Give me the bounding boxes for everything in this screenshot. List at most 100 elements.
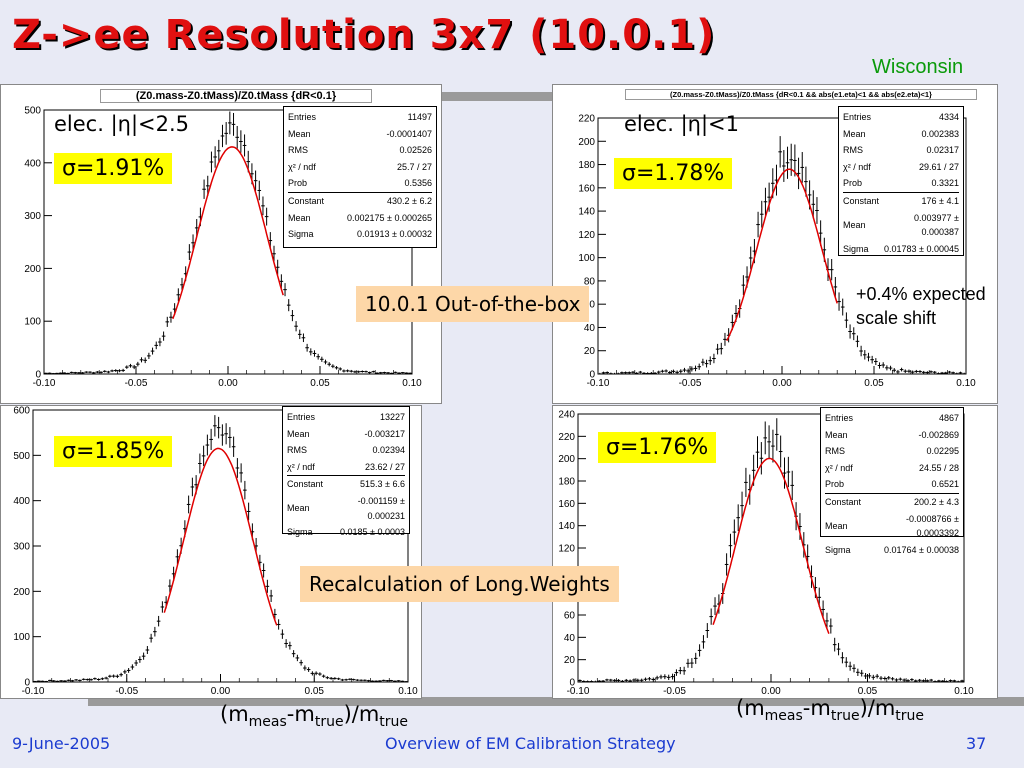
- stats-value: -0.0008766 ± 0.0003392: [906, 513, 959, 539]
- stats-box-bottom-right: Entries 4867 Mean -0.002869 RMS 0.02295 χ² / n…: [820, 407, 964, 555]
- x-tick-label: -0.10: [587, 378, 610, 389]
- stats-key: Entries: [288, 112, 317, 122]
- y-tick-label: 0: [569, 678, 575, 689]
- y-tick-label: 200: [13, 587, 30, 598]
- cut-label-top-right: elec. |η|<1: [624, 112, 739, 136]
- y-tick-label: 180: [578, 160, 595, 171]
- y-tick-label: 220: [558, 432, 575, 443]
- x-tick-label: -0.10: [22, 686, 45, 697]
- stats-key: Mean: [288, 128, 311, 139]
- stats-key: Mean: [287, 428, 310, 439]
- x-variable-label-right: (mmeas-mtrue)/mtrue: [736, 696, 925, 725]
- stats-row: Mean 0.003977 ± 0.000387: [843, 210, 959, 241]
- stats-box-top-left: Entries 11497 Mean -0.0001407 RMS 0.02526 χ² /…: [283, 106, 437, 248]
- footer-date: 9-June-2005: [12, 734, 111, 753]
- x-tick-label: 0.05: [858, 686, 878, 697]
- stats-value: -0.002869: [918, 429, 959, 440]
- stats-key: Sigma: [287, 527, 313, 538]
- stats-value: 0.5356: [404, 178, 432, 189]
- stats-value: 0.002175 ± 0.000265: [346, 212, 432, 223]
- y-tick-label: 600: [13, 406, 30, 417]
- y-tick-label: 100: [13, 632, 30, 643]
- stats-row: Sigma 0.01764 ± 0.00038: [825, 542, 959, 559]
- stats-value: 430.2 ± 6.2: [330, 191, 432, 210]
- y-tick-label: 80: [584, 276, 596, 287]
- footer-page-number: 37: [966, 734, 987, 753]
- stats-row: Mean -0.0008766 ± 0.0003392: [825, 511, 959, 542]
- hist-title-top-right: (Z0.mass-Z0.tMass)/Z0.tMass {dR<0.1 && a…: [625, 89, 977, 100]
- stats-key: Mean: [825, 520, 848, 531]
- x-tick-label: 0.05: [310, 378, 330, 389]
- stats-value: 0.02317: [926, 145, 959, 156]
- stats-row: RMS 0.02295: [825, 443, 959, 460]
- x-tick-label: 0.05: [305, 686, 325, 697]
- y-tick-label: 40: [584, 323, 596, 334]
- stats-row: χ² / ndf 24.55 / 28: [825, 460, 959, 477]
- stats-row: Mean 0.002383: [843, 126, 959, 143]
- stats-key: RMS: [825, 446, 845, 457]
- y-tick-label: 120: [558, 544, 575, 555]
- x-tick-label: -0.05: [115, 686, 138, 697]
- divider-bar-top: [440, 92, 552, 101]
- stats-row: Sigma 0.0185 ± 0.0003: [287, 524, 405, 541]
- sigma-label-top-right: σ=1.78%: [614, 158, 733, 189]
- y-tick-label: 300: [24, 211, 41, 222]
- stats-key: Constant: [825, 492, 862, 511]
- stats-key: Prob: [825, 479, 845, 490]
- stats-value: 13227: [379, 412, 405, 422]
- stats-box-top-right: Entries 4334 Mean 0.002383 RMS 0.02317 χ² / nd…: [838, 106, 964, 256]
- stats-value: 0.0185 ± 0.0003: [340, 527, 405, 538]
- x-tick-label: -0.05: [663, 686, 686, 697]
- stats-key: χ² / ndf: [287, 461, 315, 472]
- stats-row: Entries 13227: [287, 409, 405, 426]
- y-tick-label: 500: [13, 451, 30, 462]
- x-tick-label: -0.05: [679, 378, 702, 389]
- stats-key: χ² / ndf: [288, 161, 316, 172]
- y-tick-label: 200: [24, 264, 41, 275]
- stats-key: RMS: [843, 145, 863, 156]
- stats-key: Prob: [288, 178, 308, 189]
- x-tick-label: 0.10: [956, 378, 976, 389]
- stats-value: 200.2 ± 4.3: [861, 492, 959, 511]
- stats-key: Mean: [825, 429, 848, 440]
- stats-value: 0.02394: [372, 445, 405, 456]
- x-tick-label: -0.10: [567, 686, 590, 697]
- stats-row: Entries 4867: [825, 410, 959, 427]
- y-tick-label: 160: [558, 499, 575, 510]
- y-tick-label: 100: [578, 253, 595, 264]
- sigma-label-bottom-left: σ=1.85%: [54, 436, 173, 467]
- hist-title-top-left: (Z0.mass-Z0.tMass)/Z0.tMass {dR<0.1}: [100, 89, 372, 103]
- stats-value: 176 ± 4.1: [879, 191, 959, 210]
- stats-value: 515.3 ± 6.6: [323, 475, 405, 493]
- stats-row: Prob 0.5356: [288, 175, 432, 192]
- stats-value: 0.01913 ± 0.00032: [356, 229, 432, 240]
- note-long-weights: Recalculation of Long.Weights: [300, 566, 619, 602]
- x-tick-label: 0.00: [761, 686, 781, 697]
- x-tick-label: -0.10: [33, 378, 56, 389]
- x-variable-label-left: (mmeas-mtrue)/mtrue: [220, 702, 409, 731]
- stats-row: RMS 0.02394: [287, 442, 405, 459]
- x-tick-label: 0.00: [211, 686, 231, 697]
- stats-row: Constant 515.3 ± 6.6: [287, 475, 405, 493]
- stats-row: χ² / ndf 29.61 / 27: [843, 159, 959, 176]
- y-tick-label: 20: [564, 655, 576, 666]
- stats-key: Sigma: [843, 243, 869, 254]
- stats-row: χ² / ndf 25.7 / 27: [288, 159, 432, 176]
- stats-key: χ² / ndf: [825, 462, 853, 473]
- y-tick-label: 40: [564, 633, 576, 644]
- y-tick-label: 100: [24, 317, 41, 328]
- stats-key: Entries: [843, 112, 872, 122]
- y-tick-label: 200: [578, 137, 595, 148]
- y-tick-label: 160: [578, 183, 595, 194]
- y-tick-label: 60: [564, 611, 576, 622]
- stats-row: Prob 0.6521: [825, 476, 959, 493]
- y-tick-label: 60: [584, 300, 596, 311]
- stats-row: Sigma 0.01913 ± 0.00032: [288, 226, 432, 243]
- stats-value: 0.002383: [921, 128, 959, 139]
- y-tick-label: 0: [35, 370, 41, 381]
- stats-row: RMS 0.02526: [288, 142, 432, 159]
- stats-row: Sigma 0.01783 ± 0.00045: [843, 241, 959, 258]
- stats-row: Mean -0.001159 ± 0.000231: [287, 493, 405, 524]
- stats-row: Constant 430.2 ± 6.2: [288, 191, 432, 210]
